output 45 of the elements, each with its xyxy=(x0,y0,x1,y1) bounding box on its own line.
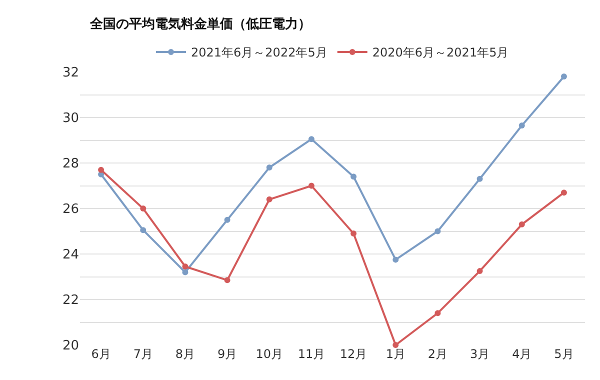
point xyxy=(518,122,525,128)
point xyxy=(182,269,188,276)
point xyxy=(392,256,399,263)
y-tick-label: 20 xyxy=(62,338,79,354)
point xyxy=(434,310,441,316)
point xyxy=(350,174,357,180)
x-tick-label: 6月 xyxy=(91,347,111,361)
x-tick-label: 12月 xyxy=(340,347,368,361)
point xyxy=(182,264,188,270)
y-tick-label: 30 xyxy=(62,111,79,126)
point xyxy=(140,206,146,212)
x-tick-label: 11月 xyxy=(298,347,326,361)
point xyxy=(518,221,525,228)
legend-label: 2021年6月～2022年5月 xyxy=(191,46,328,60)
point xyxy=(98,166,104,173)
point xyxy=(224,277,230,284)
y-tick-label: 24 xyxy=(62,248,79,263)
y-tick-label: 32 xyxy=(62,66,79,81)
point xyxy=(308,182,314,189)
x-tick-label: 10月 xyxy=(256,347,284,361)
point xyxy=(434,228,441,234)
x-tick-label: 7月 xyxy=(133,347,153,361)
y-tick-label: 28 xyxy=(62,156,79,172)
x-tick-label: 1月 xyxy=(386,347,406,361)
x-tick-label: 4月 xyxy=(512,347,532,361)
x-tick-label: 3月 xyxy=(470,347,490,361)
x-tick-label: 5月 xyxy=(554,347,574,361)
point xyxy=(560,74,567,80)
y-tick-label: 22 xyxy=(62,293,79,308)
point xyxy=(266,196,272,202)
point xyxy=(560,190,567,196)
legend-label: 2020年6月～2021年5月 xyxy=(372,46,509,60)
point xyxy=(224,216,230,223)
point xyxy=(476,176,483,182)
point xyxy=(308,136,314,142)
point xyxy=(350,230,357,237)
point xyxy=(266,164,272,171)
point xyxy=(140,227,146,234)
chart-title: 全国の平均電気料金単価（低圧電力） xyxy=(89,17,311,32)
x-tick-label: 2月 xyxy=(428,347,448,361)
y-tick-label: 26 xyxy=(62,202,79,218)
point xyxy=(392,342,399,348)
x-tick-label: 8月 xyxy=(175,347,196,361)
point xyxy=(476,268,483,274)
x-tick-label: 9月 xyxy=(217,347,238,361)
